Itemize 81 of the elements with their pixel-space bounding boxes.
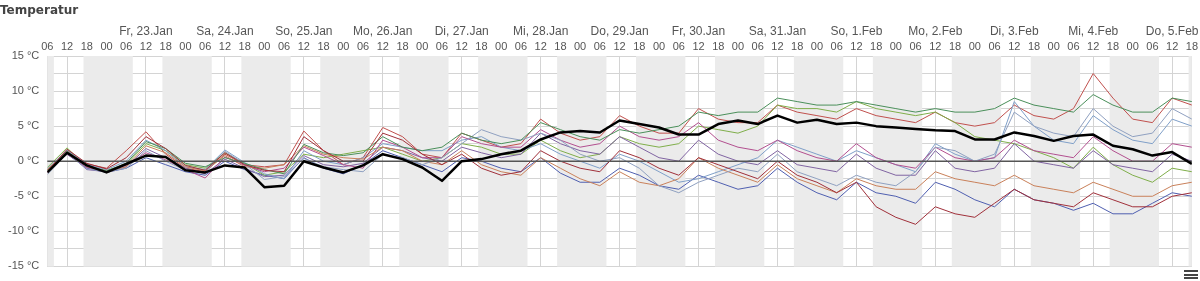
x2-tick-label: Fr, 23.Jan [119,23,173,38]
x2-tick-label: Do, 5.Feb [1145,23,1199,38]
x-tick-label: 00 [574,40,587,53]
x2-tick-label: Mo, 2.Feb [908,23,963,38]
x-tick-label: 00 [179,40,192,53]
x-tick-label: 00 [100,40,113,53]
x-tick-label: 18 [159,40,172,53]
x-tick-label: 12 [1087,40,1100,53]
chart-title: Temperatur [0,3,79,18]
x-tick-label: 18 [870,40,883,53]
x2-tick-label: Mo, 26.Jan [353,23,413,38]
x-tick-label: 18 [633,40,646,53]
x-tick-label: 18 [1027,40,1041,53]
x2-tick-label: Di, 27.Jan [434,23,489,38]
x-tick-label: 12 [455,40,468,53]
y-tick-label: 0 °C [17,154,40,167]
y-tick-label: -10 °C [7,224,40,237]
y-tick-label: 5 °C [17,119,40,132]
x-tick-label: 06 [1146,40,1159,53]
x2-tick-label: Sa, 31.Jan [748,23,807,38]
x2-tick-label: Mi, 28.Jan [512,23,569,38]
y-tick-label: 10 °C [11,84,40,97]
x-tick-label: 12 [929,40,942,53]
x-tick-label: 12 [613,40,626,53]
x2-tick-label: Sa, 24.Jan [196,23,254,38]
x-tick-label: 12 [1166,40,1179,53]
x-tick-label: 00 [810,40,824,53]
x-tick-label: 00 [889,40,902,53]
x-tick-label: 18 [238,40,251,53]
x-tick-label: 00 [1047,40,1060,53]
x-tick-label: 12 [534,40,547,53]
x-tick-label: 18 [475,40,488,53]
x-tick-label: 00 [258,40,271,53]
x2-tick-label: Di, 3.Feb [989,23,1039,38]
x-tick-label: 12 [297,40,310,53]
x-tick-label: 06 [672,40,685,53]
x-tick-label: 06 [909,40,922,53]
x-tick-label: 12 [850,40,863,53]
x2-tick-label: Fr, 30.Jan [671,23,726,38]
x-tick-label: 12 [218,40,232,53]
x-tick-label: 18 [1185,40,1199,53]
x-tick-label: 00 [1126,40,1139,53]
x-tick-label: 18 [80,40,93,53]
x-tick-label: 06 [1067,40,1080,53]
x-tick-label: 06 [435,40,449,53]
x-tick-label: 00 [337,40,350,53]
x-tick-label: 18 [948,40,962,53]
y-tick-label: -15 °C [7,259,40,272]
x-tick-label: 00 [968,40,981,53]
x-tick-label: 06 [830,40,843,53]
x-tick-label: 06 [199,40,212,53]
x-tick-label: 00 [652,40,666,53]
y-tick-label: 15 °C [11,49,40,62]
x2-tick-label: Mi, 4.Feb [1068,23,1119,38]
x2-tick-label: Do, 29.Jan [590,23,649,38]
y-tick-label: -5 °C [14,189,40,202]
x-tick-label: 12 [376,40,389,53]
x-tick-label: 06 [120,40,133,53]
x-tick-label: 00 [495,40,508,53]
x-tick-label: 18 [554,40,567,53]
x2-tick-label: So, 1.Feb [830,23,883,38]
x-tick-label: 18 [317,40,330,53]
x-tick-label: 06 [751,40,764,53]
x-tick-label: 18 [1106,40,1120,53]
x-tick-label: 06 [41,40,54,53]
x-tick-label: 18 [712,40,725,53]
x-tick-label: 18 [791,40,804,53]
x-tick-label: 06 [277,40,291,53]
x-tick-label: 06 [356,40,370,53]
x-tick-label: 12 [139,40,153,53]
x-tick-label: 18 [396,40,409,53]
x-tick-label: 06 [514,40,528,53]
x-tick-label: 00 [416,40,429,53]
x-tick-label: 12 [60,40,74,53]
x-tick-label: 12 [771,40,784,53]
x-tick-label: 06 [593,40,606,53]
x-tick-label: 00 [731,40,745,53]
x-tick-label: 06 [988,40,1001,53]
x-tick-label: 12 [692,40,705,53]
x2-tick-label: So, 25.Jan [275,23,333,38]
x-tick-label: 12 [1008,40,1021,53]
